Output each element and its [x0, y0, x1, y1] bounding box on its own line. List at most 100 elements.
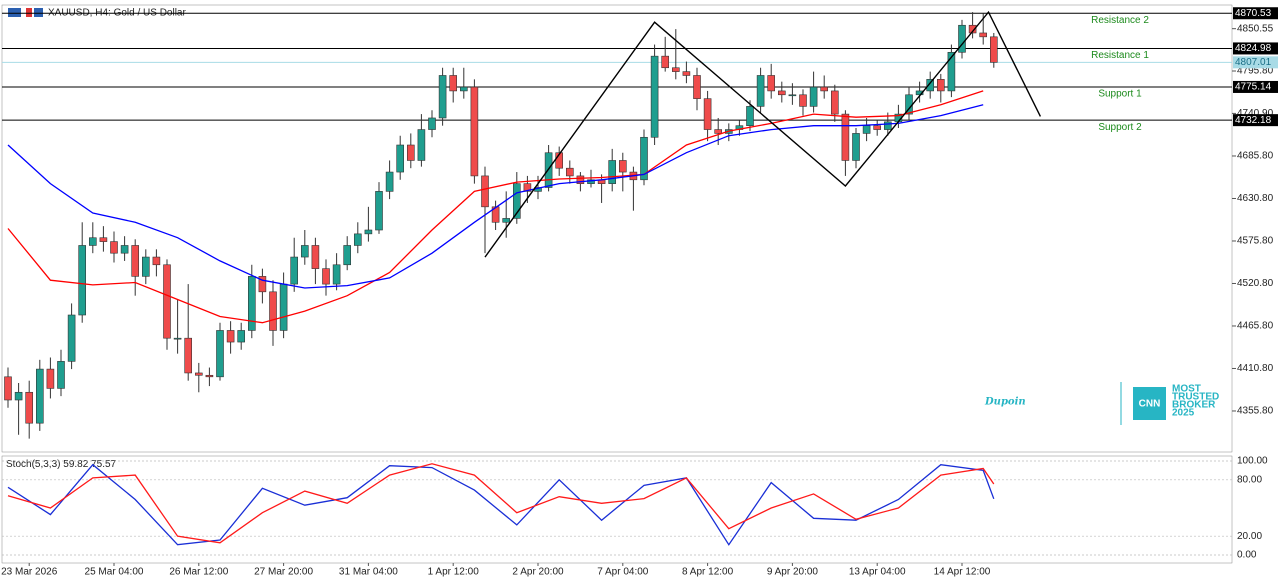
candle-body — [152, 256, 161, 266]
x-tick-label: 13 Apr 04:00 — [849, 567, 906, 578]
candle-body — [343, 245, 352, 266]
x-tick-label: 1 Apr 12:00 — [428, 567, 480, 578]
candle-body — [576, 175, 585, 184]
candle-body — [438, 75, 447, 119]
candle-body — [120, 245, 129, 254]
candle-body — [428, 117, 436, 130]
candle-body — [661, 55, 670, 69]
candle-body — [979, 32, 988, 38]
candle-body — [502, 218, 511, 223]
candle-body — [279, 283, 288, 331]
x-tick-label: 25 Mar 04:00 — [85, 567, 144, 578]
level-value: 4824.98 — [1235, 43, 1272, 54]
y-tick-label: 4410.80 — [1237, 363, 1274, 374]
candle-body — [936, 79, 945, 92]
candle-body — [703, 98, 712, 130]
candle-body — [205, 374, 214, 378]
badge-line: MOST — [1172, 384, 1201, 395]
candle-body — [332, 264, 341, 285]
level-tag — [1233, 56, 1278, 69]
badge-box — [1133, 387, 1166, 420]
pattern-line — [484, 10, 1042, 258]
candle-body — [4, 376, 12, 401]
level-value: 4775.14 — [1235, 82, 1272, 93]
y-tick-label: 4685.80 — [1237, 151, 1274, 162]
candle-body — [512, 183, 521, 219]
candle-body — [470, 86, 479, 177]
candle-body — [820, 86, 829, 92]
level-name: Support 2 — [1098, 122, 1142, 133]
level-name: Resistance 2 — [1091, 15, 1149, 26]
candle-body — [746, 106, 754, 126]
candle-body — [958, 24, 966, 53]
stoch-title: Stoch(5,3,3) — [6, 459, 60, 470]
candle-body — [608, 160, 617, 184]
x-tick-label: 14 Apr 12:00 — [934, 567, 991, 578]
level-tag — [1233, 80, 1278, 93]
level-tag — [1233, 42, 1278, 55]
level-name: Support 1 — [1098, 89, 1142, 100]
candle-body — [714, 129, 723, 134]
candle-body — [67, 314, 76, 362]
x-tick-label: 27 Mar 20:00 — [254, 567, 313, 578]
candle-body — [841, 113, 850, 161]
candle-body — [142, 256, 150, 277]
y-tick-label: 4850.55 — [1237, 23, 1274, 34]
x-tick-label: 26 Mar 12:00 — [169, 567, 228, 578]
candle-body — [57, 361, 65, 389]
candle-body — [89, 237, 97, 246]
badge-line: TRUSTED — [1172, 392, 1219, 403]
candle-body — [226, 330, 235, 343]
candle-body — [375, 191, 383, 231]
y-tick-label: 4575.80 — [1237, 236, 1274, 247]
x-tick-label: 7 Apr 04:00 — [597, 567, 649, 578]
stoch-line — [7, 463, 995, 546]
y-tick-label: 4355.80 — [1237, 406, 1274, 417]
stoch-tick-label: 100.00 — [1237, 456, 1268, 467]
candle-body — [756, 75, 765, 107]
candle-body — [216, 330, 224, 378]
candle-body — [555, 152, 564, 169]
candle-body — [406, 144, 415, 161]
candle-body — [671, 67, 680, 72]
moving-average — [7, 90, 984, 324]
level-value: 4807.01 — [1235, 57, 1272, 68]
y-tick-label: 4520.80 — [1237, 278, 1274, 289]
candle-body — [788, 94, 797, 97]
moving-average — [7, 104, 984, 289]
stoch-frame — [1, 455, 1233, 564]
candle-body — [693, 75, 701, 99]
candle-body — [311, 245, 320, 269]
stoch-d: 75.57 — [91, 459, 116, 470]
candle-body — [385, 171, 394, 192]
candle-body — [682, 71, 691, 76]
candle-body — [173, 337, 182, 340]
symbol-icon — [34, 8, 43, 17]
candle-body — [417, 129, 426, 161]
candle-body — [25, 391, 34, 424]
badge-line: 2025 — [1172, 408, 1195, 419]
candle-body — [364, 229, 373, 235]
candle-body — [35, 368, 44, 424]
candle-body — [618, 160, 627, 173]
candle-body — [110, 241, 118, 254]
candle-body — [396, 144, 405, 173]
candle-body — [947, 51, 956, 92]
symbol-icon — [26, 8, 32, 17]
candle-body — [523, 183, 532, 192]
candle-body — [650, 55, 659, 138]
level-name: Resistance 1 — [1091, 50, 1149, 61]
level-value: 4870.53 — [1235, 8, 1272, 19]
candle-body — [883, 121, 892, 130]
candle-body — [830, 90, 839, 115]
candle-body — [195, 372, 203, 376]
badge: CNN — [1139, 399, 1161, 410]
candle-body — [809, 86, 818, 107]
symbol-icon — [8, 8, 21, 17]
candle-body — [852, 133, 860, 161]
candle-body — [481, 175, 489, 208]
watermark: Dupoin CNN MOST TRUSTED BROKER 2025 — [984, 382, 1219, 425]
candle-body — [131, 245, 139, 277]
